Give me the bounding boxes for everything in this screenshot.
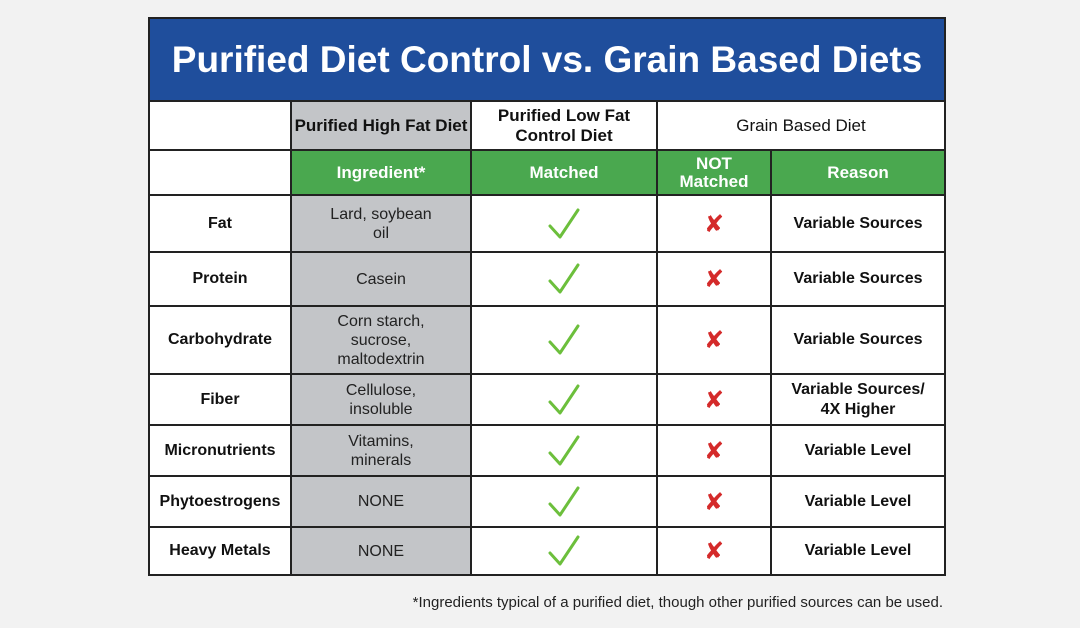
reason-cell: Variable Sources/ 4X Higher bbox=[769, 373, 947, 426]
empty-subheader-cell bbox=[148, 149, 292, 196]
not-matched-cell: ✘ bbox=[656, 194, 772, 253]
table-row: Fiber Cellulose, insoluble ✘ Variable Sourc… bbox=[148, 373, 947, 426]
row-label: Fiber bbox=[148, 373, 292, 426]
matched-cell bbox=[470, 475, 658, 528]
matched-cell bbox=[470, 373, 658, 426]
ingredient-cell: Corn starch, sucrose, maltodextrin bbox=[290, 305, 472, 375]
check-icon bbox=[472, 485, 656, 519]
header-grain: Grain Based Diet bbox=[655, 100, 947, 151]
ingredient-cell: Lard, soybean oil bbox=[290, 194, 472, 253]
matched-cell bbox=[470, 526, 658, 576]
not-matched-cell: ✘ bbox=[656, 305, 772, 375]
footnote: *Ingredients typical of a purified diet,… bbox=[412, 594, 943, 611]
ingredient-cell: NONE bbox=[290, 526, 472, 576]
x-icon: ✘ bbox=[703, 537, 725, 565]
reason-cell: Variable Level bbox=[769, 424, 947, 477]
header-high-fat: Purified High Fat Diet bbox=[290, 100, 472, 151]
empty-header-cell bbox=[148, 100, 292, 151]
row-label: Carbohydrate bbox=[148, 305, 292, 375]
check-icon bbox=[472, 383, 656, 417]
table-title: Purified Diet Control vs. Grain Based Di… bbox=[147, 17, 947, 102]
ingredient-cell: Casein bbox=[290, 251, 472, 307]
reason-cell: Variable Level bbox=[769, 475, 947, 528]
matched-cell bbox=[470, 305, 658, 375]
reason-cell: Variable Sources bbox=[769, 251, 947, 307]
row-label: Protein bbox=[148, 251, 292, 307]
x-icon: ✘ bbox=[703, 385, 725, 414]
check-icon bbox=[472, 434, 656, 468]
not-matched-cell: ✘ bbox=[656, 424, 772, 477]
subheader-matched: Matched bbox=[470, 149, 658, 196]
table-row: Heavy Metals NONE ✘ Variable Level bbox=[148, 526, 947, 576]
check-icon bbox=[472, 323, 656, 357]
not-matched-cell: ✘ bbox=[656, 373, 772, 426]
ingredient-cell: Vitamins, minerals bbox=[290, 424, 472, 477]
not-matched-cell: ✘ bbox=[656, 526, 772, 576]
check-icon bbox=[472, 534, 656, 568]
table-row: Carbohydrate Corn starch, sucrose, maltod… bbox=[148, 305, 947, 375]
not-matched-cell: ✘ bbox=[656, 251, 772, 307]
reason-cell: Variable Sources bbox=[769, 305, 947, 375]
row-label: Phytoestrogens bbox=[148, 475, 292, 528]
check-icon bbox=[472, 207, 656, 241]
not-matched-cell: ✘ bbox=[656, 475, 772, 528]
table-row: Protein Casein ✘ Variable Sources bbox=[148, 251, 947, 307]
check-icon bbox=[472, 262, 656, 296]
matched-cell bbox=[470, 194, 658, 253]
table-row: Phytoestrogens NONE ✘ Variable Level bbox=[148, 475, 947, 528]
table-row: Fat Lard, soybean oil ✘ Variable Sources bbox=[148, 194, 947, 253]
x-icon: ✘ bbox=[703, 487, 725, 516]
matched-cell bbox=[470, 251, 658, 307]
matched-cell bbox=[470, 424, 658, 477]
row-label: Micronutrients bbox=[148, 424, 292, 477]
x-icon: ✘ bbox=[703, 209, 725, 238]
ingredient-cell: NONE bbox=[290, 475, 472, 528]
reason-cell: Variable Sources bbox=[769, 194, 947, 253]
subheader-not-matched: NOT Matched bbox=[656, 149, 772, 196]
reason-cell: Variable Level bbox=[769, 526, 947, 576]
x-icon: ✘ bbox=[703, 265, 725, 293]
ingredient-cell: Cellulose, insoluble bbox=[290, 373, 472, 426]
table-row: Micronutrients Vitamins, minerals ✘ Variabl… bbox=[148, 424, 947, 477]
row-label: Heavy Metals bbox=[148, 526, 292, 576]
x-icon: ✘ bbox=[703, 436, 725, 465]
x-icon: ✘ bbox=[703, 326, 725, 354]
diet-comparison-table: Purified Diet Control vs. Grain Based Di… bbox=[147, 17, 947, 576]
subheader-ingredient: Ingredient* bbox=[290, 149, 472, 196]
row-label: Fat bbox=[148, 194, 292, 253]
header-low-fat: Purified Low Fat Control Diet bbox=[470, 100, 658, 151]
subheader-reason: Reason bbox=[769, 149, 947, 196]
